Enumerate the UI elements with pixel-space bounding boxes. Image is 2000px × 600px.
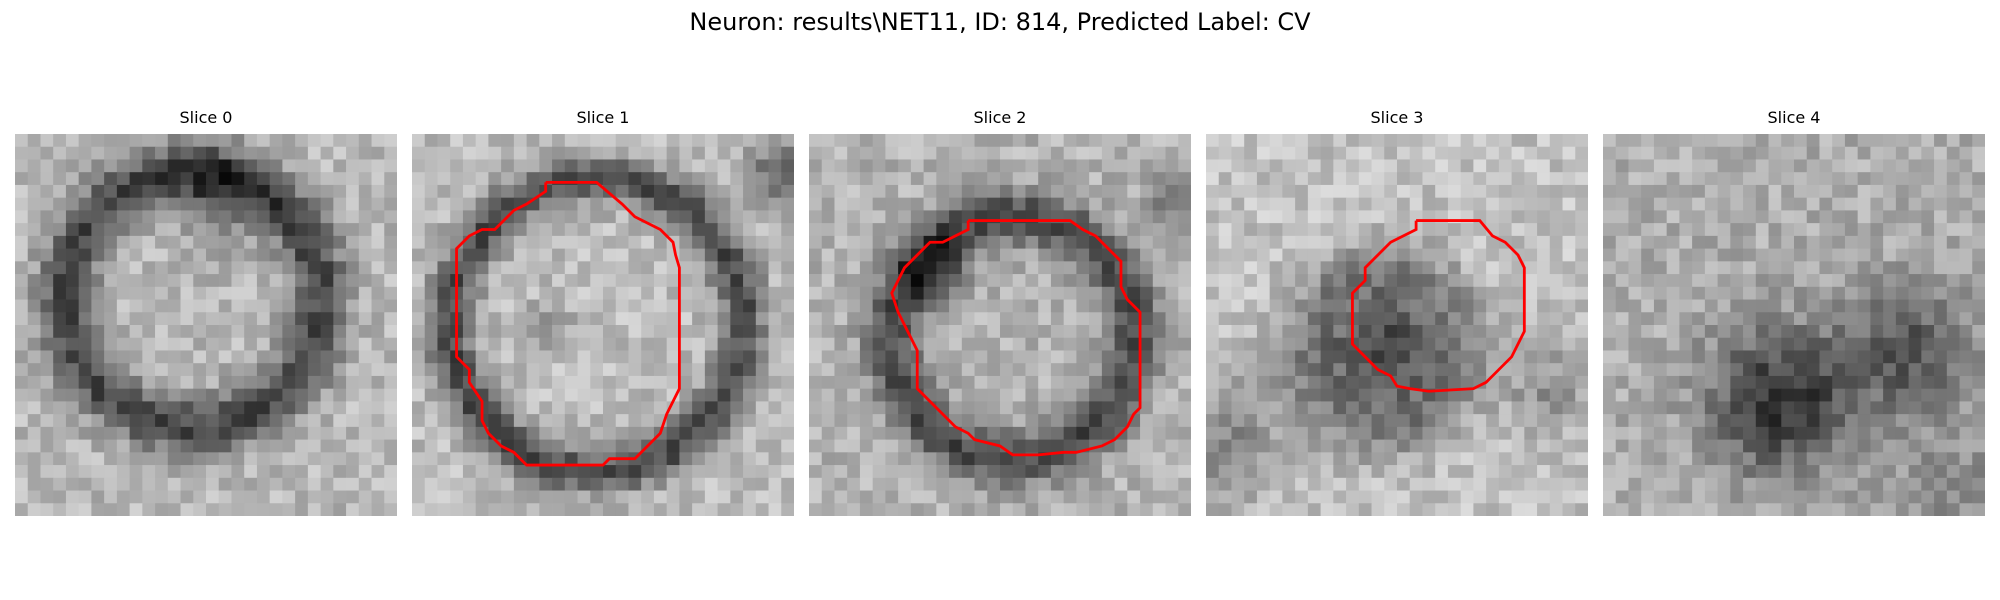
segmentation-contour [890,219,1142,457]
slice-image-2 [809,134,1191,516]
segmentation-contour [1351,219,1526,393]
slice-title: Slice 4 [1767,108,1821,127]
segmentation-contour [455,180,681,467]
slice-title: Slice 3 [1370,108,1424,127]
figure-title: Neuron: results\NET11, ID: 814, Predicte… [689,8,1311,36]
slice-image-4 [1603,134,1985,516]
slice-title: Slice 0 [179,108,233,127]
slice-title: Slice 1 [576,108,630,127]
slice-image-0 [15,134,397,516]
slice-title: Slice 2 [973,108,1027,127]
slice-image-1 [412,134,794,516]
slice-image-3 [1206,134,1588,516]
